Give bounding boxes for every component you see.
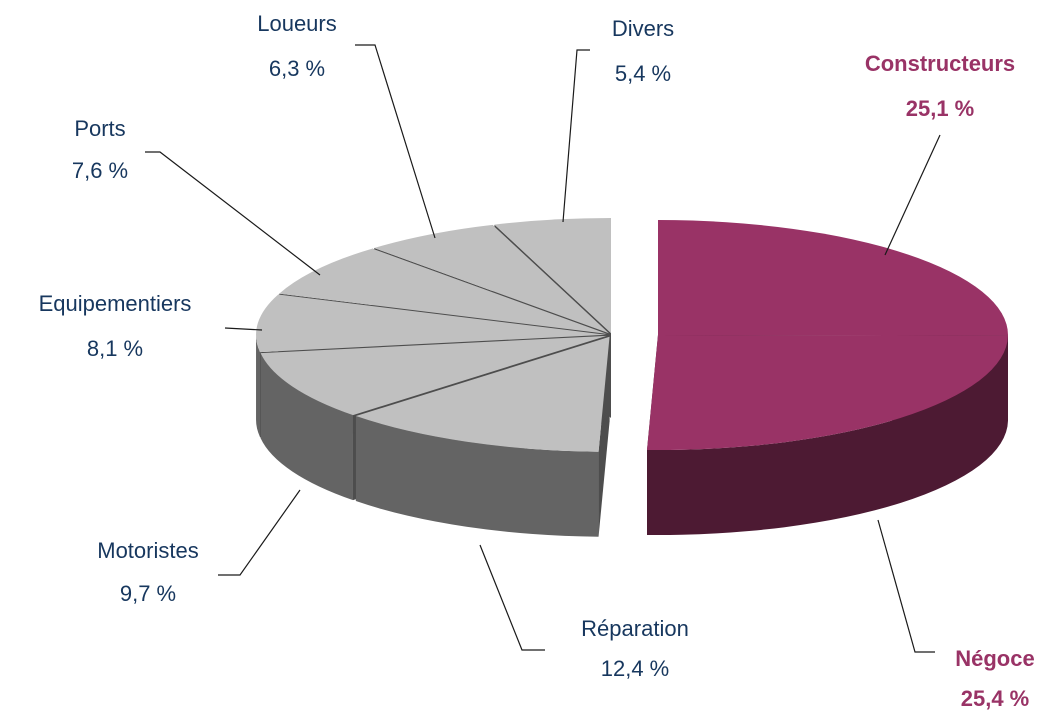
slice-side xyxy=(647,335,1008,535)
slice-label: Motoristes xyxy=(97,538,198,563)
labels: Constructeurs 25,1 % Négoce 25,4 % Réparatio… xyxy=(39,11,1035,711)
value-label: 6,3 % xyxy=(269,56,325,81)
slice xyxy=(355,336,610,452)
leader-line xyxy=(562,49,590,223)
slice xyxy=(494,218,611,334)
value-label: 9,7 % xyxy=(120,581,176,606)
value-label: 25,1 % xyxy=(906,96,975,121)
slice xyxy=(647,335,1008,450)
leader-line xyxy=(224,327,263,331)
pie-tops xyxy=(256,218,1008,452)
leader-line xyxy=(218,489,301,576)
slice-label: Divers xyxy=(612,16,674,41)
slice-label: Constructeurs xyxy=(865,51,1015,76)
slice-label: Négoce xyxy=(955,646,1034,671)
value-label: 25,4 % xyxy=(961,686,1030,711)
slice-side xyxy=(355,416,599,537)
leader-line xyxy=(145,151,321,276)
slice-label: Equipementiers xyxy=(39,291,192,316)
value-label: 7,6 % xyxy=(72,158,128,183)
value-label: 5,4 % xyxy=(615,61,671,86)
slice xyxy=(279,248,608,334)
slice xyxy=(260,335,607,416)
slice-label: Réparation xyxy=(581,616,689,641)
leader-line xyxy=(479,544,545,651)
slice xyxy=(658,220,1008,336)
leader-line xyxy=(877,519,935,653)
leader-line xyxy=(355,44,436,239)
slice xyxy=(374,224,609,334)
value-label: 12,4 % xyxy=(601,656,670,681)
slice-side xyxy=(260,353,353,501)
slice xyxy=(256,294,607,353)
slice-side xyxy=(256,334,261,438)
slice-label: Loueurs xyxy=(257,11,337,36)
leader-line xyxy=(884,134,941,256)
slice-label: Ports xyxy=(74,116,125,141)
value-label: 8,1 % xyxy=(87,336,143,361)
